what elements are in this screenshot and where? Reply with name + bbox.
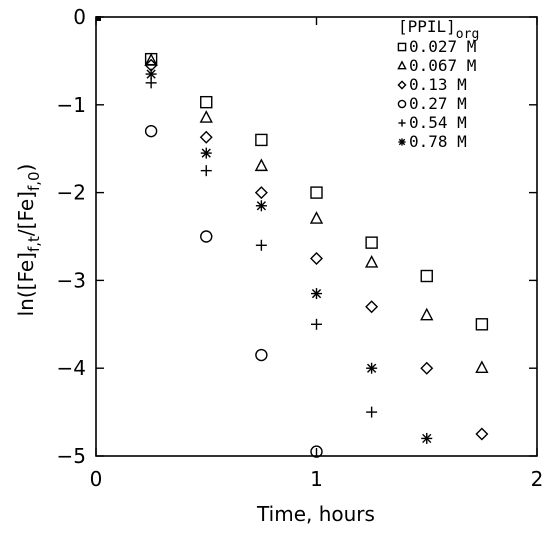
legend-entry: 0.78 M xyxy=(409,132,467,151)
x-tick-label: 0 xyxy=(90,467,103,491)
data-point-square xyxy=(420,269,433,283)
data-point-circle xyxy=(200,230,213,243)
data-point-triangle xyxy=(144,53,158,66)
data-point-square xyxy=(255,133,268,147)
data-point-plus xyxy=(366,406,378,418)
y-axis-title-part-c: ) xyxy=(14,164,38,172)
y-axis-title-sub-b: f,0 xyxy=(25,171,43,191)
legend-title: [PPIL]org xyxy=(398,17,479,42)
data-point-asterisk xyxy=(311,288,322,300)
data-point-diamond xyxy=(254,186,268,200)
data-point-triangle xyxy=(254,158,269,172)
legend-marker-circle xyxy=(397,99,407,109)
data-point-plus xyxy=(200,165,212,177)
data-point-diamond xyxy=(365,300,379,314)
data-point-triangle xyxy=(475,360,489,374)
data-point-square xyxy=(475,318,489,331)
plot-frame xyxy=(95,16,538,457)
data-point-triangle xyxy=(420,307,434,321)
y-tick-label: 0 xyxy=(73,5,86,29)
data-point-circle xyxy=(310,445,323,458)
legend-marker-square xyxy=(397,42,407,52)
data-point-circle xyxy=(255,348,268,362)
y-axis-title-sub-a: f,t xyxy=(25,236,43,252)
data-point-diamond xyxy=(199,130,213,144)
data-point-diamond xyxy=(420,361,434,375)
data-point-asterisk xyxy=(145,68,157,80)
data-point-square xyxy=(365,236,378,249)
legend-entry: 0.54 M xyxy=(409,113,467,132)
data-point-triangle xyxy=(309,211,324,224)
y-tick-label: −2 xyxy=(57,181,86,205)
y-tick-label: −5 xyxy=(57,444,86,468)
x-tick-label: 2 xyxy=(531,467,544,491)
y-tick-label: −1 xyxy=(57,93,86,117)
data-point-asterisk xyxy=(200,147,212,159)
data-point-plus xyxy=(311,318,322,330)
legend-marker-plus xyxy=(398,119,406,127)
y-tick-label: −4 xyxy=(57,356,86,380)
data-point-diamond xyxy=(310,251,323,265)
data-point-asterisk xyxy=(421,432,433,444)
data-point-square xyxy=(310,186,323,199)
data-points xyxy=(144,52,489,458)
x-tick-label: 1 xyxy=(310,467,323,491)
y-axis-title: ln([Fe]f,t/[Fe]f,0) xyxy=(14,164,43,317)
y-axis-title-part-b: /[Fe] xyxy=(14,191,38,236)
y-axis-title-part-a: ln([Fe] xyxy=(14,252,38,316)
y-tick-label: −3 xyxy=(57,268,86,292)
origin-corner-mark xyxy=(96,16,101,21)
legend-entry: 0.027 M xyxy=(409,37,476,56)
data-point-square xyxy=(200,95,213,109)
data-point-asterisk xyxy=(366,362,378,374)
data-point-circle xyxy=(144,124,158,138)
legend-marker-asterisk xyxy=(398,138,406,146)
data-point-triangle xyxy=(199,110,213,123)
legend-marker-diamond xyxy=(397,80,407,90)
legend-entry: 0.27 M xyxy=(409,94,467,113)
ticks: 0 1 2 0 −1 −2 −3 −4 −5 xyxy=(57,5,544,491)
legend-entry: 0.13 M xyxy=(409,75,467,94)
data-point-diamond xyxy=(475,427,489,441)
data-point-triangle xyxy=(364,255,379,268)
x-axis-title: Time, hours xyxy=(256,502,375,526)
legend-entry: 0.067 M xyxy=(409,56,476,75)
axes xyxy=(95,16,538,457)
data-point-plus xyxy=(255,239,267,251)
legend-marker-triangle xyxy=(397,60,407,70)
data-point-asterisk xyxy=(255,200,267,212)
